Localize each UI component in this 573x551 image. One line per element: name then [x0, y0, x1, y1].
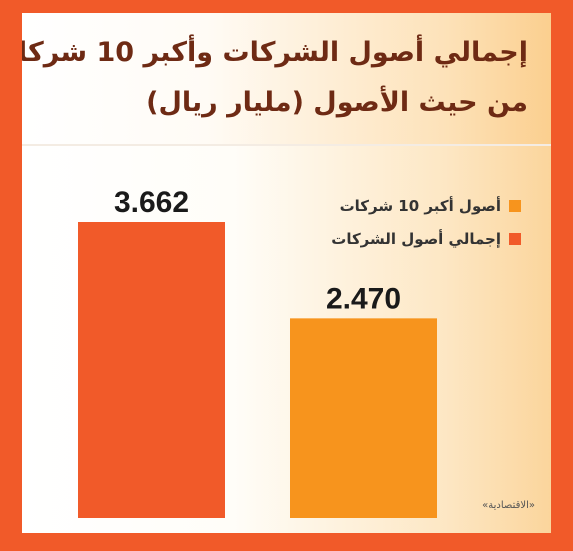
chart-title: إجمالي أصول الشركات وأكبر 10 شركات	[22, 37, 528, 68]
bar-total-assets	[78, 222, 225, 518]
chart-subtitle: من حيث الأصول (مليار ريال)	[146, 87, 528, 118]
title-band	[22, 13, 551, 145]
legend-label: إجمالي أصول الشركات	[331, 230, 501, 248]
source-credit: «الاقتصادية»	[482, 500, 535, 511]
title-divider	[22, 144, 551, 146]
data-label-total-assets: 3.662	[114, 186, 189, 219]
bar-chart: 3.662 2.470	[78, 186, 437, 518]
legend-item: أصول أكبر 10 شركات	[331, 196, 521, 216]
chart-legend: أصول أكبر 10 شركات إجمالي أصول الشركات	[331, 196, 521, 262]
legend-swatch	[509, 200, 521, 212]
bar-top10-assets	[290, 318, 437, 518]
legend-item: إجمالي أصول الشركات	[331, 229, 521, 249]
data-label-top10-assets: 2.470	[326, 282, 401, 315]
legend-swatch	[509, 233, 521, 245]
chart-panel: إجمالي أصول الشركات وأكبر 10 شركات من حي…	[22, 13, 551, 533]
legend-label: أصول أكبر 10 شركات	[339, 197, 501, 215]
